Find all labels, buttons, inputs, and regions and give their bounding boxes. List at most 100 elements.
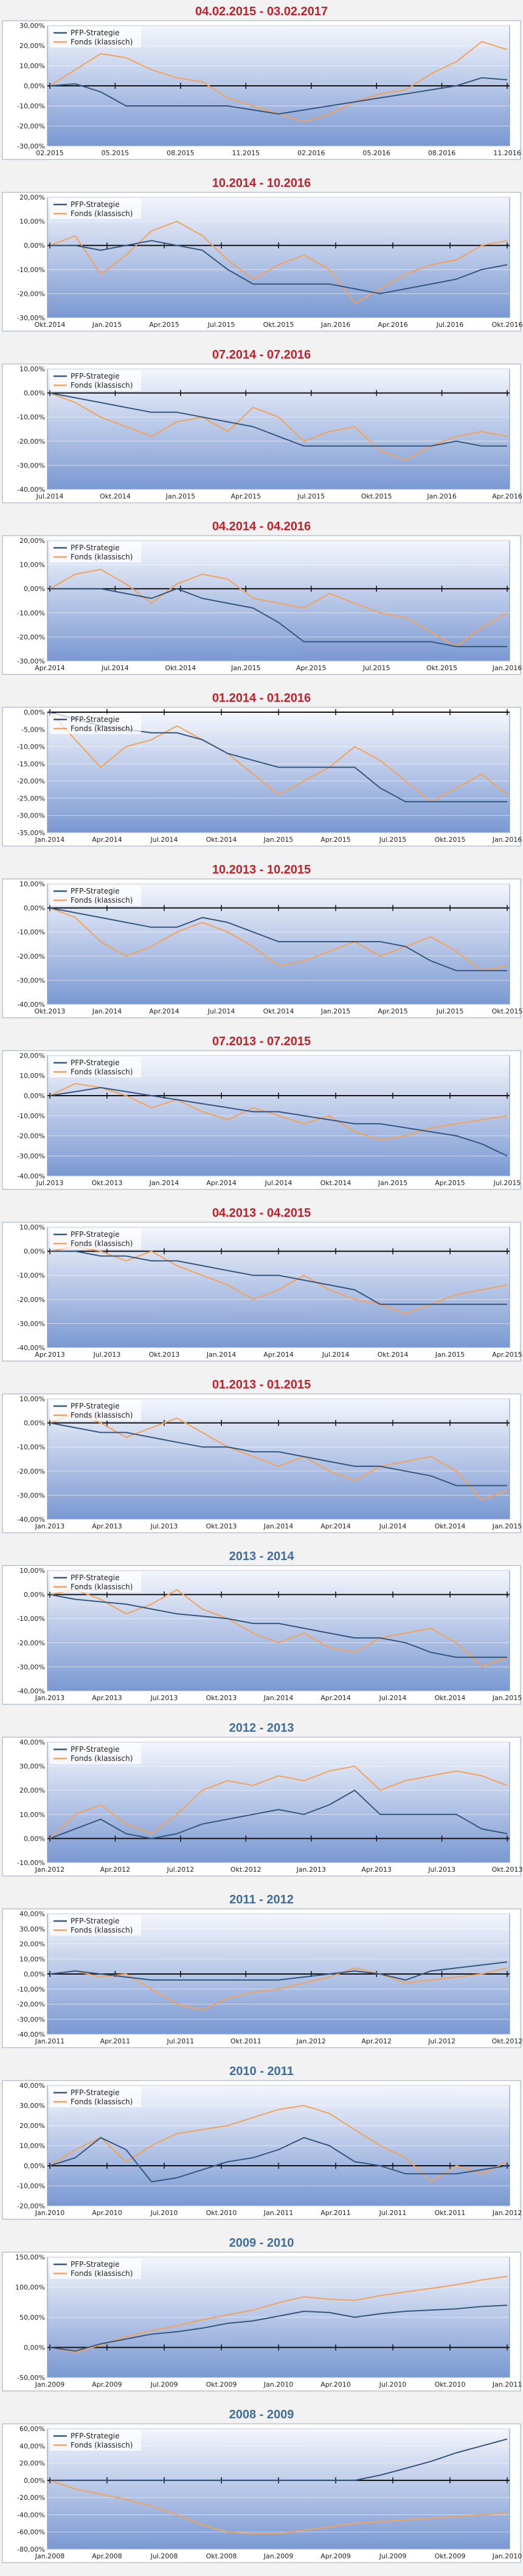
x-tick-label: Apr.2014	[320, 1522, 351, 1530]
series-line-pfp-strategie	[49, 1594, 507, 1658]
x-tick-label: Jul.2015	[362, 664, 390, 672]
y-tick-label: -20,00%	[17, 438, 45, 446]
x-tick-label: Apr.2008	[92, 2552, 122, 2560]
x-tick-label: Apr.2015	[296, 664, 327, 672]
x-tick-label: Okt.2015	[426, 664, 457, 672]
chart-panel: 04.02.2015 - 03.02.2017 30,00% 20,00% 10,00…	[0, 5, 523, 164]
series-line-fonds-klassisch	[49, 1083, 508, 1141]
x-tick-label: Jan.2011	[35, 2037, 64, 2045]
chart-svg: 60,00% 40,00% 20,00% 0,00% -20,00% -40,00% -60…	[2, 2423, 522, 2563]
y-tick-label: -80,00%	[17, 2546, 45, 2553]
x-tick-label: Jul.2015	[297, 492, 325, 500]
y-tick-label: 0,00%	[24, 709, 45, 716]
chart-title: 04.2014 - 04.2016	[212, 520, 311, 533]
y-tick-label: -10,00%	[17, 1615, 45, 1623]
legend-label: Fonds (klassisch)	[71, 38, 133, 46]
y-tick-label: 10,00%	[19, 1567, 45, 1575]
x-tick-label: 08.2015	[167, 149, 195, 157]
chart-panel: 10.2014 - 10.2016 20,00% 10,00% 0,00% -10,00…	[0, 177, 523, 336]
x-tick-label: Jul.2014	[379, 1522, 407, 1530]
legend-label: Fonds (klassisch)	[71, 1239, 133, 1248]
chart-title: 04.02.2015 - 03.02.2017	[195, 5, 328, 18]
x-tick-label: Jul.2013	[428, 1866, 455, 1874]
x-tick-label: Okt.2014	[378, 1351, 409, 1359]
chart-svg: 20,00% 10,00% 0,00% -10,00% -20,00% -30,00% -4…	[2, 1050, 521, 1190]
legend-box	[50, 542, 141, 562]
x-tick-label: Jan.2013	[35, 1522, 64, 1530]
y-tick-label: -10,00%	[17, 1443, 45, 1451]
x-tick-label: Jan.2014	[149, 1179, 179, 1187]
x-tick-label: Jul.2015	[207, 321, 235, 329]
x-tick-label: 11.2016	[493, 149, 521, 157]
x-tick-label: Okt.2014	[206, 836, 237, 844]
x-tick-label: Okt.2013	[35, 1007, 66, 1015]
y-tick-label: -40,00%	[17, 1344, 45, 1352]
y-tick-label: -10,00%	[17, 413, 45, 421]
y-tick-label: -30,00%	[17, 1491, 45, 1499]
x-tick-label: Jan.2009	[263, 2552, 293, 2560]
y-tick-label: 0,00%	[24, 2162, 45, 2170]
y-tick-label: -20,00%	[17, 1639, 45, 1647]
legend-label: Fonds (klassisch)	[71, 381, 133, 390]
y-tick-label: 40,00%	[19, 2082, 45, 2090]
x-tick-label: Jan.2012	[296, 2037, 325, 2045]
chart-svg: 20,00%10,00%0,00%-10,00%-20,00%-30,00%Ap…	[2, 535, 522, 675]
y-tick-label: 0,00%	[24, 1248, 45, 1256]
x-tick-label: Jan.2009	[35, 2381, 64, 2389]
y-tick-label: -30,00%	[17, 812, 45, 820]
legend-box	[50, 1572, 141, 1592]
legend-box	[50, 1228, 141, 1249]
x-tick-label: Jul.2009	[150, 2381, 178, 2389]
series-line-fonds-klassisch	[49, 2275, 508, 2353]
y-tick-label: 30,00%	[19, 2102, 45, 2110]
series-line-fonds-klassisch	[49, 2479, 508, 2535]
x-tick-label: Jul.2015	[379, 836, 407, 844]
x-tick-label: Apr.2013	[92, 1694, 122, 1702]
series-line-pfp-strategie	[49, 1087, 508, 1157]
legend-label: Fonds (klassisch)	[71, 2441, 133, 2449]
y-tick-label: -30,00%	[17, 2015, 45, 2023]
x-tick-label: Jul.2014	[101, 664, 129, 672]
chart-svg: 0,00% -5,00% -10,00% -15,00% -20,00% -25,00% -…	[2, 707, 522, 847]
chart-panel: 04.2013 - 04.2015 10,00% 0,00% -10,00% -20,0…	[0, 1206, 523, 1366]
x-tick-label: Apr.2015	[378, 1007, 408, 1015]
y-tick-label: 10,00%	[19, 880, 45, 888]
y-tick-label: -30,00%	[17, 1320, 45, 1328]
x-tick-label: Jan.2011	[263, 2209, 293, 2217]
x-tick-label: Jul.2010	[150, 2209, 178, 2217]
x-tick-label: Jan.2015	[320, 1007, 350, 1015]
chart-title: 01.2013 - 01.2015	[212, 1378, 311, 1391]
series-line-fonds-klassisch	[49, 1589, 508, 1668]
series-line-fonds-klassisch	[49, 569, 508, 648]
legend-label: PFP-Strategie	[71, 2088, 119, 2097]
x-tick-label: Apr.2015	[231, 492, 262, 500]
y-tick-label: -30,00%	[17, 657, 45, 665]
series-line-pfp-strategie	[49, 1961, 508, 1981]
legend-label: PFP-Strategie	[71, 1230, 119, 1239]
y-tick-label: -30,00%	[17, 314, 45, 322]
legend-label: PFP-Strategie	[71, 372, 119, 380]
x-tick-label: Okt.2009	[435, 2552, 466, 2560]
legend-label: Fonds (klassisch)	[71, 1926, 133, 1934]
y-tick-label: -20,00%	[17, 1132, 45, 1140]
series-line-pfp-strategie	[49, 2137, 508, 2183]
x-tick-label: Apr.2014	[92, 836, 122, 844]
legend-box	[50, 370, 141, 391]
y-tick-label: 10,00%	[19, 1811, 45, 1819]
x-tick-label: Jan.2016	[320, 321, 350, 329]
legend-label: PFP-Strategie	[71, 2260, 119, 2269]
legend-box	[50, 1743, 141, 1764]
chart-panel: 10.2013 - 10.2015 10,00% 0,00% -10,00% -20,0…	[0, 863, 523, 1023]
x-tick-label: Jan.2015	[230, 664, 260, 672]
y-tick-label: -40,00%	[17, 1001, 45, 1009]
x-tick-label: Okt.2009	[206, 2381, 237, 2389]
y-tick-label: 40,00%	[19, 2442, 45, 2450]
chart-svg: 40,00% 30,00% 20,00% 10,00% 0,00% -10,00% -20,…	[2, 2080, 522, 2220]
y-tick-label: -60,00%	[17, 2529, 45, 2536]
x-tick-label: Apr.2012	[361, 2037, 392, 2045]
y-tick-label: 10,00%	[19, 1955, 45, 1963]
x-tick-label: Apr.2014	[149, 1007, 179, 1015]
x-tick-label: Apr.2014	[206, 1179, 237, 1187]
x-tick-label: Jul.2014	[150, 836, 178, 844]
